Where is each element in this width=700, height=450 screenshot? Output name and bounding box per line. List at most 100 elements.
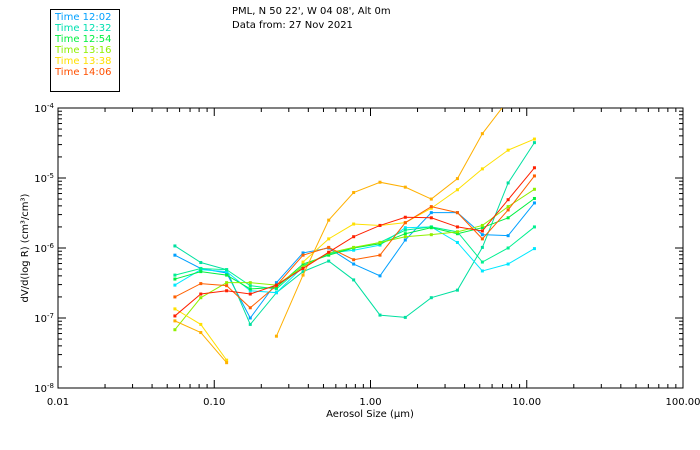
y-tick-label: 10-5	[34, 172, 54, 185]
data-point	[429, 206, 433, 210]
data-point	[480, 237, 484, 241]
data-point	[274, 287, 278, 291]
x-axis-label: Aerosol Size (µm)	[326, 409, 414, 420]
data-point	[225, 273, 229, 277]
data-point	[352, 222, 356, 226]
data-point	[199, 261, 203, 265]
data-point	[352, 235, 356, 239]
data-point	[225, 289, 229, 293]
data-point	[173, 273, 177, 277]
data-point	[532, 166, 536, 170]
data-point	[173, 253, 177, 257]
series-line	[174, 175, 535, 309]
data-point	[455, 288, 459, 292]
data-point	[199, 266, 203, 270]
data-point	[274, 334, 278, 338]
plot-frame	[57, 107, 684, 389]
data-point	[429, 205, 433, 209]
data-point	[403, 228, 407, 232]
data-point	[173, 319, 177, 323]
data-point	[327, 259, 331, 263]
data-point	[173, 244, 177, 248]
data-point	[301, 273, 305, 277]
data-point	[248, 306, 252, 310]
data-point	[403, 221, 407, 225]
data-point	[173, 328, 177, 332]
data-point	[352, 245, 356, 249]
data-point	[301, 251, 305, 255]
data-point	[301, 265, 305, 269]
data-point	[352, 278, 356, 282]
data-point	[480, 269, 484, 273]
data-point	[378, 223, 382, 227]
data-point	[480, 260, 484, 264]
x-tick-label: 10.00	[512, 397, 541, 408]
data-point	[480, 132, 484, 136]
data-point	[225, 284, 229, 288]
x-tick-label: 0.10	[203, 397, 225, 408]
data-point	[532, 201, 536, 205]
data-point	[378, 274, 382, 278]
data-point	[248, 316, 252, 320]
data-point	[378, 253, 382, 257]
data-point	[455, 177, 459, 181]
legend: Time 12:02 Time 12:32 Time 12:54 Time 13…	[50, 9, 120, 92]
station-header: PML, N 50 22', W 04 08', Alt 0m	[232, 6, 391, 17]
data-point	[248, 289, 252, 293]
data-point	[532, 247, 536, 251]
data-point	[506, 205, 510, 209]
series-orange-red	[173, 174, 536, 310]
legend-item: Time 12:54	[55, 34, 112, 45]
legend-item: Time 12:02	[55, 12, 112, 23]
data-point	[248, 284, 252, 288]
data-point	[199, 331, 203, 335]
data-point	[455, 211, 459, 215]
data-point	[403, 185, 407, 189]
data-point	[173, 295, 177, 299]
data-point	[532, 141, 536, 145]
data-point	[225, 358, 229, 362]
data-point	[455, 225, 459, 229]
data-point	[480, 223, 484, 227]
data-point	[327, 237, 331, 241]
data-point	[532, 174, 536, 178]
data-point	[301, 262, 305, 266]
legend-item: Time 12:32	[55, 23, 112, 34]
x-tick-label: 0.01	[47, 397, 69, 408]
series-line	[174, 167, 535, 317]
legend-item: Time 13:16	[55, 45, 112, 56]
data-point	[225, 268, 229, 272]
data-point	[480, 226, 484, 230]
data-point	[173, 307, 177, 311]
data-point	[378, 180, 382, 184]
data-point	[301, 253, 305, 257]
data-point	[225, 270, 229, 274]
data-point	[506, 181, 510, 185]
data-point	[403, 238, 407, 242]
data-point	[506, 208, 510, 212]
data-point	[429, 216, 433, 220]
data-point	[480, 233, 484, 237]
y-axis-label: dV/d(log R) (cm³/cm³)	[20, 193, 31, 302]
data-point	[429, 226, 433, 230]
data-point	[532, 225, 536, 229]
data-point	[352, 262, 356, 266]
data-point	[274, 291, 278, 295]
data-point	[327, 250, 331, 254]
data-point	[301, 260, 305, 264]
data-point	[301, 266, 305, 270]
data-point	[248, 322, 252, 326]
data-point	[506, 198, 510, 202]
legend-item: Time 13:38	[55, 56, 112, 67]
data-point	[429, 197, 433, 201]
data-point	[532, 137, 536, 141]
data-point	[327, 245, 331, 249]
data-point	[248, 287, 252, 291]
data-point	[274, 283, 278, 287]
data-point	[248, 292, 252, 296]
data-point	[199, 322, 203, 326]
data-point	[352, 248, 356, 252]
data-point	[173, 283, 177, 287]
data-point	[403, 315, 407, 319]
data-point	[327, 218, 331, 222]
